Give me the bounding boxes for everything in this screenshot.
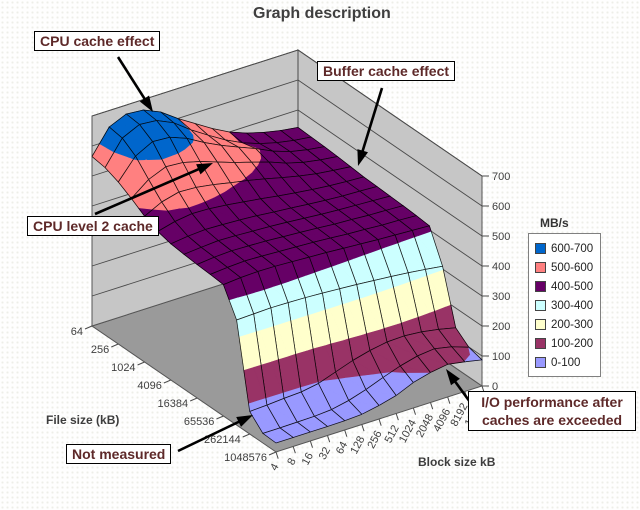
legend-swatch [535,319,546,330]
file-size-tick-label: 65536 [184,416,215,428]
legend-entry-label: 200-300 [551,318,594,331]
file-size-axis-title: File size (kB) [46,413,120,427]
block-size-axis-title: Block size kB [418,455,496,469]
legend-swatch [535,281,546,292]
legend-swatch [535,300,546,311]
block-size-tick-label: 16 [300,451,316,467]
callout-not-measured: Not measured [66,444,172,464]
z-tick-label: 700 [492,171,510,183]
legend-entry-label: 0-100 [551,356,581,369]
legend-entry-label: 500-600 [551,261,594,274]
callout-cpu-cache-effect: CPU cache effect [34,31,161,51]
file-size-tick-label: 262144 [204,434,241,446]
legend-swatch [535,338,546,349]
z-tick-label: 100 [492,351,510,363]
surface-mesh [91,109,484,444]
file-size-tick-label: 64 [71,326,83,338]
legend-entry: 200-300 [535,315,593,334]
chart-title: Graph description [253,5,391,22]
legend-swatch [535,262,546,273]
file-size-tick-label: 4096 [137,380,161,392]
legend: MB/s 600-700 500-600 400-500 300-400 200-300… [528,216,602,377]
callout-io-performance: I/O performance after caches are exceede… [468,391,636,432]
legend-entry: 0-100 [535,353,593,372]
legend-entry: 100-200 [535,334,593,353]
file-size-tick-label: 1048576 [224,452,267,464]
z-tick-label: 300 [492,291,510,303]
z-tick-label: 200 [492,321,510,333]
legend-swatch [535,357,546,368]
legend-entry: 300-400 [535,296,593,315]
callout-cpu-level2-cache: CPU level 2 cache [27,216,159,236]
z-tick-label: 600 [492,201,510,213]
legend-title: MB/s [540,216,569,230]
legend-entry: 500-600 [535,258,593,277]
block-size-tick-label: 64 [334,440,350,456]
legend-box: 600-700 500-600 400-500 300-400 200-300 100-2… [528,233,602,377]
block-size-tick-label: 8 [285,456,298,467]
legend-entry-label: 100-200 [551,337,594,350]
file-size-tick-label: 256 [91,344,109,356]
z-tick-label: 400 [492,261,510,273]
legend-entry: 600-700 [535,239,593,258]
z-tick-label: 0 [492,381,498,393]
block-size-tick-label: 4 [268,462,281,473]
z-tick-label: 500 [492,231,510,243]
callout-arrows [94,56,472,453]
file-size-tick-label: 16384 [158,398,189,410]
file-size-tick-label: 1024 [111,362,135,374]
callout-buffer-cache-effect: Buffer cache effect [317,61,456,81]
legend-entry-label: 300-400 [551,299,594,312]
legend-entry-label: 600-700 [551,242,594,255]
block-size-tick-label: 32 [317,445,333,461]
legend-entry: 400-500 [535,277,593,296]
legend-swatch [535,243,546,254]
legend-entry-label: 400-500 [551,280,594,293]
